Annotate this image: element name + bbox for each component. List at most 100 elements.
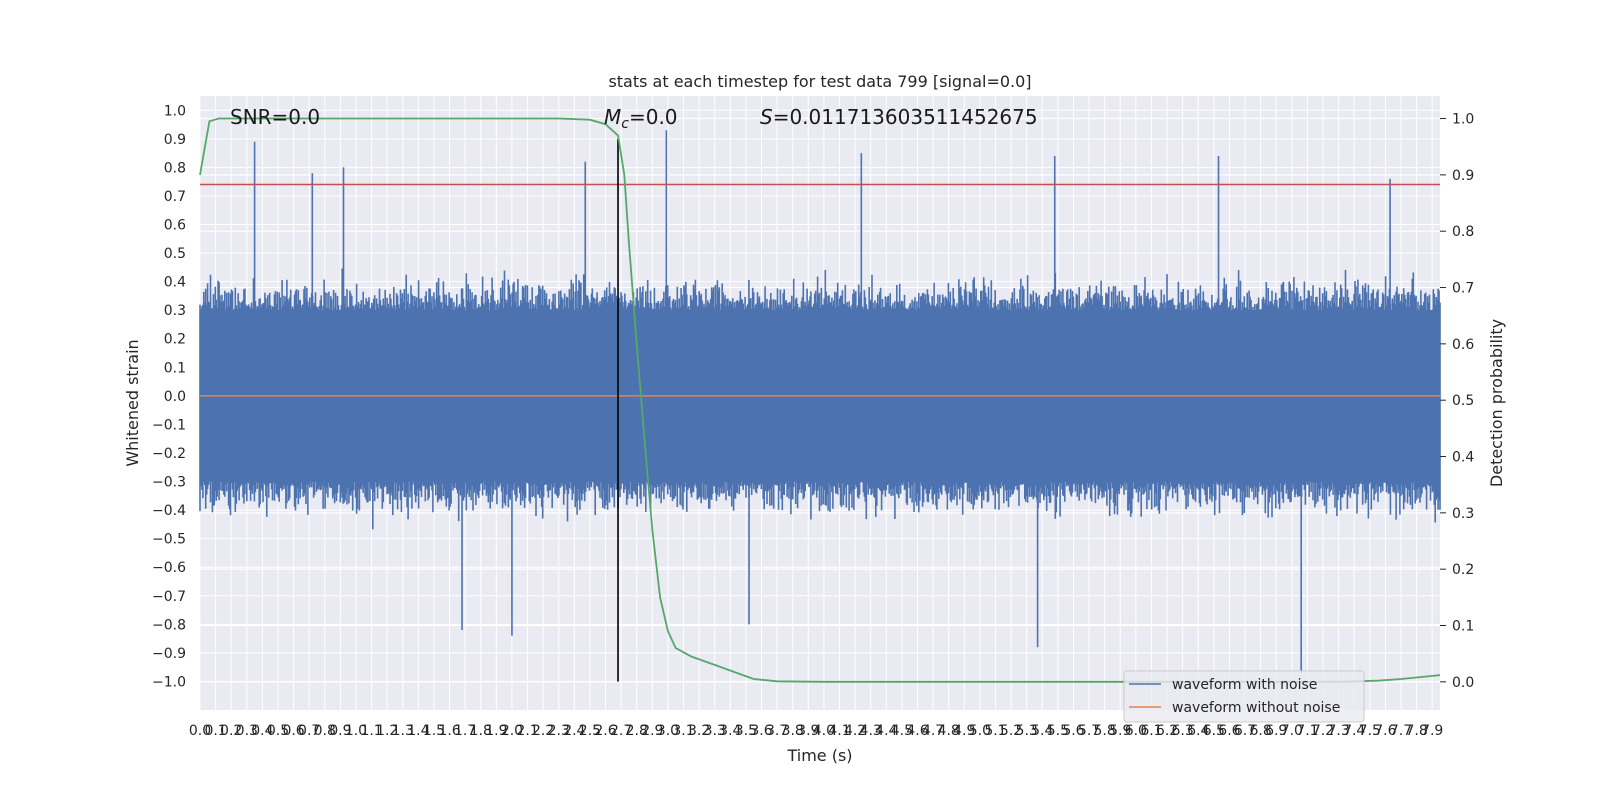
x-tick-label: 4.2 [844, 723, 866, 739]
x-tick-label: 7.6 [1374, 723, 1396, 739]
y2-axis-ticks: 1.0 0.9 0.8 0.7 0.6 0.5 0.4 0.3 0.2 0.1 0.0 [1440, 112, 1474, 691]
x-tick-label: 2.7 [610, 723, 632, 739]
x-tick-label: 6.9 [1265, 723, 1287, 739]
y2-tick-label: 0.0 [1452, 675, 1474, 691]
x-axis-ticks: 0.00.10.20.30.40.50.60.70.80.91.01.11.21… [189, 723, 1443, 739]
legend-box [1123, 670, 1365, 723]
y-tick-label: 0.5 [164, 246, 186, 262]
x-tick-label: 4.9 [953, 723, 975, 739]
x-tick-label: 5.6 [1062, 723, 1084, 739]
x-tick-label: 3.7 [766, 723, 788, 739]
y-tick-label: −0.3 [152, 475, 186, 491]
waveform-with-noise-series [199, 130, 1441, 673]
x-tick-label: 3.0 [657, 723, 679, 739]
y-tick-label: −0.4 [152, 503, 186, 519]
y-tick-label: −0.1 [152, 417, 186, 433]
y-tick-label: −0.5 [152, 532, 186, 548]
x-tick-label: 7.9 [1421, 723, 1443, 739]
y2-axis-label: Detection probability [1487, 319, 1506, 487]
y2-tick-label: 0.8 [1452, 224, 1474, 240]
y-tick-label: −0.9 [152, 646, 186, 662]
x-tick-label: 4.4 [875, 723, 897, 739]
y-tick-label: 0.3 [164, 303, 186, 319]
x-tick-label: 1.2 [376, 723, 398, 739]
x-tick-label: 7.2 [1312, 723, 1334, 739]
x-tick-label: 5.4 [1031, 723, 1053, 739]
x-tick-label: 3.3 [704, 723, 726, 739]
y-axis-label: Whitened strain [123, 339, 142, 466]
x-tick-label: 1.5 [423, 723, 445, 739]
x-tick-label: 7.4 [1343, 723, 1365, 739]
x-tick-label: 4.5 [891, 723, 913, 739]
x-tick-label: 2.0 [501, 723, 523, 739]
y2-tick-label: 0.1 [1452, 619, 1474, 635]
annotation-chirp-mass: Mc=0.0 [604, 105, 678, 132]
x-tick-label: 5.3 [1016, 723, 1038, 739]
x-tick-label: 5.9 [1109, 723, 1131, 739]
x-tick-label: 2.1 [516, 723, 538, 739]
y-tick-label: 0.7 [164, 189, 186, 205]
y2-tick-label: 0.6 [1452, 337, 1474, 353]
x-tick-label: 5.2 [1000, 723, 1022, 739]
x-tick-label: 2.2 [532, 723, 554, 739]
x-tick-label: 4.1 [828, 723, 850, 739]
x-tick-label: 6.0 [1125, 723, 1147, 739]
y-tick-label: 0.9 [164, 132, 186, 148]
x-tick-label: 6.1 [1140, 723, 1162, 739]
x-tick-label: 4.3 [860, 723, 882, 739]
x-tick-label: 1.7 [454, 723, 476, 739]
x-tick-label: 0.8 [314, 723, 336, 739]
y-tick-label: 0.6 [164, 218, 186, 234]
x-tick-label: 0.7 [298, 723, 320, 739]
x-tick-label: 4.7 [922, 723, 944, 739]
x-tick-label: 3.2 [688, 723, 710, 739]
x-tick-label: 1.1 [360, 723, 382, 739]
y-tick-label: −0.6 [152, 560, 186, 576]
x-tick-label: 0.0 [189, 723, 211, 739]
x-tick-label: 2.5 [579, 723, 601, 739]
y-tick-label: 0.1 [164, 360, 186, 376]
x-tick-label: 3.9 [797, 723, 819, 739]
reference-lines [200, 138, 1440, 682]
x-tick-label: 7.1 [1296, 723, 1318, 739]
y-tick-label: −0.8 [152, 617, 186, 633]
x-tick-label: 7.3 [1327, 723, 1349, 739]
x-tick-label: 6.5 [1203, 723, 1225, 739]
x-tick-label: 3.5 [735, 723, 757, 739]
x-tick-label: 5.7 [1078, 723, 1100, 739]
x-tick-label: 6.4 [1187, 723, 1209, 739]
x-tick-label: 6.7 [1234, 723, 1256, 739]
x-tick-label: 1.6 [438, 723, 460, 739]
legend: waveform with noise waveform without noi… [1123, 670, 1365, 723]
y-tick-label: 0.4 [164, 275, 186, 291]
y-tick-label: 1.0 [164, 103, 186, 119]
y-tick-label: 0.8 [164, 160, 186, 176]
x-tick-label: 5.0 [969, 723, 991, 739]
x-tick-label: 0.5 [267, 723, 289, 739]
x-tick-label: 3.1 [672, 723, 694, 739]
x-tick-label: 5.8 [1094, 723, 1116, 739]
x-tick-label: 1.3 [392, 723, 414, 739]
noise-waveform-body [199, 268, 1441, 530]
legend-label-clean: waveform without noise [1172, 700, 1340, 716]
x-tick-label: 0.4 [251, 723, 273, 739]
x-tick-label: 1.9 [485, 723, 507, 739]
x-tick-label: 2.4 [563, 723, 585, 739]
legend-label-noise: waveform with noise [1172, 677, 1317, 693]
y-tick-label: −0.2 [152, 446, 186, 462]
x-tick-label: 0.1 [204, 723, 226, 739]
x-tick-label: 6.8 [1249, 723, 1271, 739]
x-tick-label: 7.5 [1359, 723, 1381, 739]
x-tick-label: 2.3 [548, 723, 570, 739]
x-tick-label: 6.2 [1156, 723, 1178, 739]
x-tick-label: 1.8 [470, 723, 492, 739]
y-axis-ticks: 1.0 0.9 0.8 0.7 0.6 0.5 0.4 0.3 0.2 0.1 0.0 −0.1 −0.… [152, 103, 186, 690]
annotation-snr: SNR=0.0 [230, 105, 320, 129]
annotation-s-value: S=0.011713603511452675 [760, 105, 1038, 129]
x-tick-label: 2.9 [641, 723, 663, 739]
x-tick-label: 4.8 [938, 723, 960, 739]
x-tick-label: 4.6 [906, 723, 928, 739]
x-tick-label: 6.6 [1218, 723, 1240, 739]
chart-title: stats at each timestep for test data 799… [608, 72, 1031, 91]
